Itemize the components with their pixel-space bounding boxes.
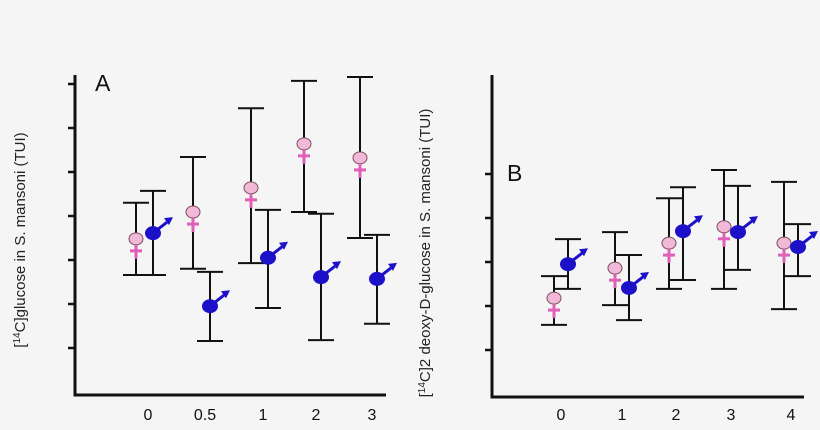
- y-label-b-rest: C]2 deoxy-D-glucose in S. mansoni (TUI): [417, 109, 434, 382]
- x-tick-label: 4: [787, 407, 796, 424]
- y-label-b-prefix: [: [417, 392, 434, 397]
- data-point-male: [255, 208, 288, 309]
- data-point-female: [771, 180, 797, 311]
- x-tick-label: 0.5: [194, 407, 216, 424]
- female-symbol-circle: [296, 137, 312, 151]
- panel-label-b: B: [507, 160, 522, 186]
- male-symbol-circle: [145, 226, 161, 241]
- male-symbol-arrow-head: [749, 216, 758, 225]
- x-tick-label: 2: [672, 407, 681, 424]
- female-symbol-circle: [546, 291, 562, 305]
- y-label-a-prefix: [: [12, 343, 29, 348]
- data-point-male: [616, 253, 649, 322]
- female-symbol-circle: [661, 236, 677, 250]
- male-symbol-arrow-head: [388, 262, 397, 271]
- x-tick-label: 1: [618, 407, 627, 424]
- panel-label-a: A: [95, 70, 111, 96]
- male-symbol-circle: [621, 280, 637, 295]
- male-symbol-arrow-head: [809, 231, 818, 240]
- male-symbol-arrow-head: [221, 290, 230, 299]
- data-point-male: [670, 186, 703, 282]
- data-point-female: [541, 275, 567, 326]
- female-symbol-circle: [128, 232, 144, 246]
- y-axis-label-b: [14C]2 deoxy-D-glucose in S. mansoni (TU…: [417, 109, 434, 398]
- data-point-female: [656, 197, 682, 290]
- y-label-b-sup: 14: [417, 382, 428, 394]
- female-symbol-circle: [776, 236, 792, 250]
- female-symbol-circle: [243, 181, 259, 195]
- data-point-female: [123, 201, 149, 276]
- data-point-female: [291, 79, 317, 214]
- data-point-male: [364, 233, 397, 325]
- male-symbol-circle: [202, 299, 218, 314]
- female-symbol-circle: [352, 151, 368, 165]
- x-tick-label: 3: [727, 407, 736, 424]
- male-symbol-circle: [560, 257, 576, 272]
- male-symbol-arrow-shaft: [157, 220, 168, 231]
- male-symbol-circle: [313, 270, 329, 285]
- panel-b: B [14C]2 deoxy-D-glucose in S. mansoni (…: [417, 75, 818, 424]
- male-symbol-arrow-shaft: [272, 245, 283, 255]
- male-symbol-arrow-head: [164, 217, 173, 226]
- female-symbol-circle: [185, 205, 201, 219]
- data-point-male: [555, 238, 588, 290]
- male-symbol-arrow-shaft: [802, 234, 813, 245]
- x-tick-label: 0: [557, 407, 566, 424]
- male-symbol-arrow-head: [640, 271, 649, 280]
- male-symbol-arrow-head: [332, 261, 341, 270]
- x-tick-label: 3: [368, 407, 377, 424]
- male-symbol-arrow-shaft: [214, 294, 225, 304]
- male-symbol-circle: [790, 240, 806, 255]
- male-symbol-arrow-head: [279, 241, 288, 250]
- panel-a: A [14C]glucose in S. mansoni (TUI) 0 0.5 1…: [12, 70, 397, 424]
- x-tick-label: 2: [312, 407, 321, 424]
- data-point-male: [140, 189, 173, 276]
- y-label-a-rest: C]glucose in S. mansoni (TUI): [12, 132, 29, 332]
- x-tick-label: 1: [259, 407, 268, 424]
- x-tick-label: 0: [144, 407, 153, 424]
- male-symbol-arrow-shaft: [381, 266, 392, 277]
- male-symbol-arrow-shaft: [633, 275, 644, 286]
- data-point-male: [785, 223, 818, 278]
- male-symbol-circle: [369, 271, 385, 286]
- data-point-female: [238, 107, 264, 265]
- female-symbol-circle: [716, 220, 732, 234]
- male-symbol-circle: [675, 224, 691, 239]
- data-point-female: [347, 75, 373, 239]
- male-symbol-arrow-shaft: [742, 219, 753, 230]
- male-symbol-arrow-head: [694, 215, 703, 224]
- data-point-male: [308, 212, 341, 342]
- data-point-male: [197, 270, 230, 342]
- male-symbol-circle: [730, 225, 746, 240]
- data-point-female: [711, 169, 737, 290]
- female-symbol-circle: [607, 261, 623, 275]
- data-point-female: [602, 231, 628, 307]
- data-point-male: [725, 184, 758, 271]
- male-symbol-circle: [260, 250, 276, 265]
- male-symbol-arrow-shaft: [687, 219, 698, 229]
- y-axis-label-a: [14C]glucose in S. mansoni (TUI): [12, 132, 29, 347]
- data-point-female: [180, 156, 206, 270]
- male-symbol-arrow-shaft: [572, 252, 583, 262]
- male-symbol-arrow-head: [579, 248, 588, 257]
- male-symbol-arrow-shaft: [325, 264, 336, 275]
- y-label-a-sup: 14: [12, 332, 23, 344]
